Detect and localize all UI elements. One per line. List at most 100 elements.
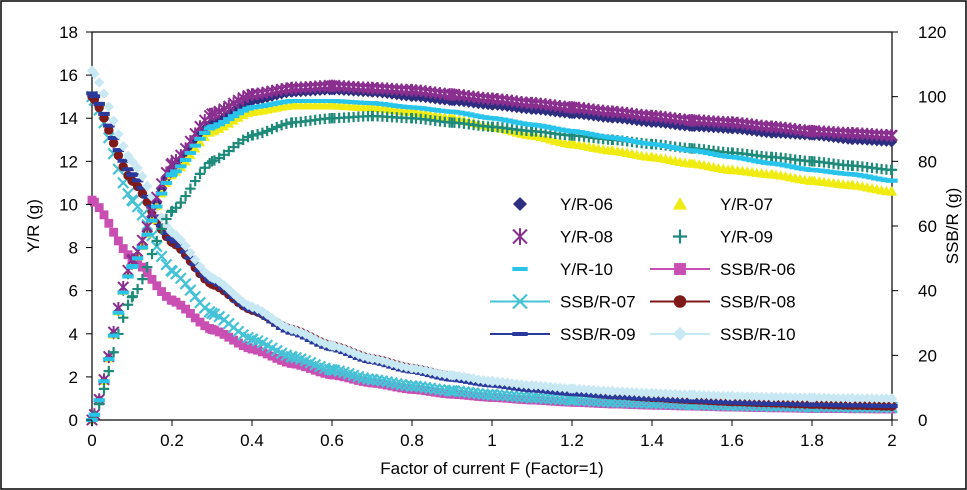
curve-mark — [534, 392, 547, 405]
curve-mark — [536, 395, 546, 405]
curve-mark — [613, 399, 623, 409]
curve-mark — [631, 115, 642, 127]
curve-mark — [179, 158, 192, 163]
legend-label: Y/R-07 — [720, 195, 773, 214]
curve-mark — [550, 382, 561, 393]
curve-mark — [131, 178, 144, 183]
curve-mark — [252, 129, 263, 140]
curve-mark — [544, 392, 557, 405]
curve-mark — [112, 310, 125, 315]
curve-mark — [180, 240, 191, 252]
curve-mark — [131, 256, 144, 261]
curve-mark — [243, 343, 253, 353]
curve-mark — [483, 392, 493, 402]
x-tick-label: 1.6 — [720, 431, 744, 450]
curve-mark — [93, 398, 105, 403]
curve-mark — [665, 401, 675, 410]
curve-mark — [151, 204, 163, 209]
curve-mark — [554, 393, 566, 406]
curve-mark — [579, 398, 589, 408]
curve-mark — [118, 244, 128, 254]
curve-mark — [127, 156, 138, 168]
curve-mark — [98, 383, 110, 395]
curve-mark — [550, 396, 560, 406]
curve-mark — [89, 197, 99, 207]
legend-item: SSB/R-07 — [490, 293, 636, 312]
y-left-tick-label: 16 — [59, 66, 78, 85]
legend-item: SSB/R-06 — [650, 260, 796, 279]
curve-mark — [655, 118, 666, 129]
curve-mark — [405, 380, 418, 392]
curve-mark — [704, 402, 714, 411]
curve-mark — [410, 380, 422, 393]
curve-mark — [141, 232, 153, 237]
curve-mark — [510, 390, 523, 403]
curve-mark — [675, 401, 685, 411]
curve-mark — [152, 281, 162, 291]
curve-mark — [155, 250, 168, 263]
curve-mark — [511, 378, 522, 390]
curve-mark — [713, 402, 723, 412]
curve-mark — [195, 317, 205, 327]
curve-mark — [160, 230, 173, 235]
legend-item: Y/R-06 — [513, 195, 613, 214]
curve-mark — [165, 173, 177, 178]
curve-mark — [107, 135, 120, 140]
curve-mark — [104, 125, 114, 135]
curve-mark — [170, 230, 182, 241]
curve-mark — [670, 401, 680, 411]
curve-mark — [185, 247, 196, 258]
curve-mark — [732, 124, 743, 135]
curve-mark — [146, 218, 158, 223]
curve-mark — [276, 120, 287, 131]
curve-mark — [122, 167, 134, 172]
curve-mark — [170, 202, 182, 214]
curve-mark — [93, 101, 105, 106]
curve-mark — [170, 169, 182, 174]
curve-mark — [113, 236, 123, 246]
legend-item: Y/R-07 — [673, 195, 773, 214]
curve-mark — [438, 384, 451, 397]
curve-mark — [366, 373, 379, 386]
curve-mark — [88, 94, 101, 99]
series-ssb-r-10 — [86, 65, 898, 404]
curve-mark — [248, 344, 258, 354]
legend-label: Y/R-06 — [560, 195, 613, 214]
curve-mark — [525, 391, 538, 404]
curve-mark — [271, 121, 282, 133]
legend-label: SSB/R-07 — [560, 293, 636, 312]
y-right-tick-label: 100 — [918, 88, 946, 107]
curve-mark — [150, 240, 163, 253]
curve-mark — [733, 402, 743, 412]
curve-mark — [199, 162, 210, 173]
curve-mark — [637, 400, 647, 410]
curve-mark — [103, 101, 114, 113]
curve-mark — [108, 347, 119, 358]
x-tick-label: 0 — [87, 431, 96, 450]
curve-mark — [723, 402, 733, 412]
curve-mark — [142, 261, 153, 273]
curve-mark — [339, 372, 349, 382]
curve-mark — [545, 396, 555, 406]
curve-mark — [122, 187, 134, 200]
curve-mark — [180, 190, 191, 202]
curve-mark — [540, 381, 551, 392]
curve-mark — [113, 150, 124, 161]
curve-mark — [550, 106, 561, 118]
y-left-tick-label: 8 — [69, 239, 78, 258]
curve-mark — [94, 77, 105, 88]
curve-mark — [103, 365, 114, 377]
curve-mark — [589, 398, 599, 408]
curve-mark — [108, 138, 119, 148]
curve-mark — [488, 392, 498, 402]
y-right-axis-title: SSB/R (g) — [943, 188, 962, 265]
curve-mark — [232, 111, 245, 116]
curve-mark — [142, 268, 152, 278]
curve-mark — [603, 399, 613, 409]
y-right-tick-label: 0 — [918, 411, 927, 430]
legend-marker — [674, 263, 686, 275]
curve-mark — [501, 389, 514, 402]
curve-mark — [108, 115, 119, 126]
